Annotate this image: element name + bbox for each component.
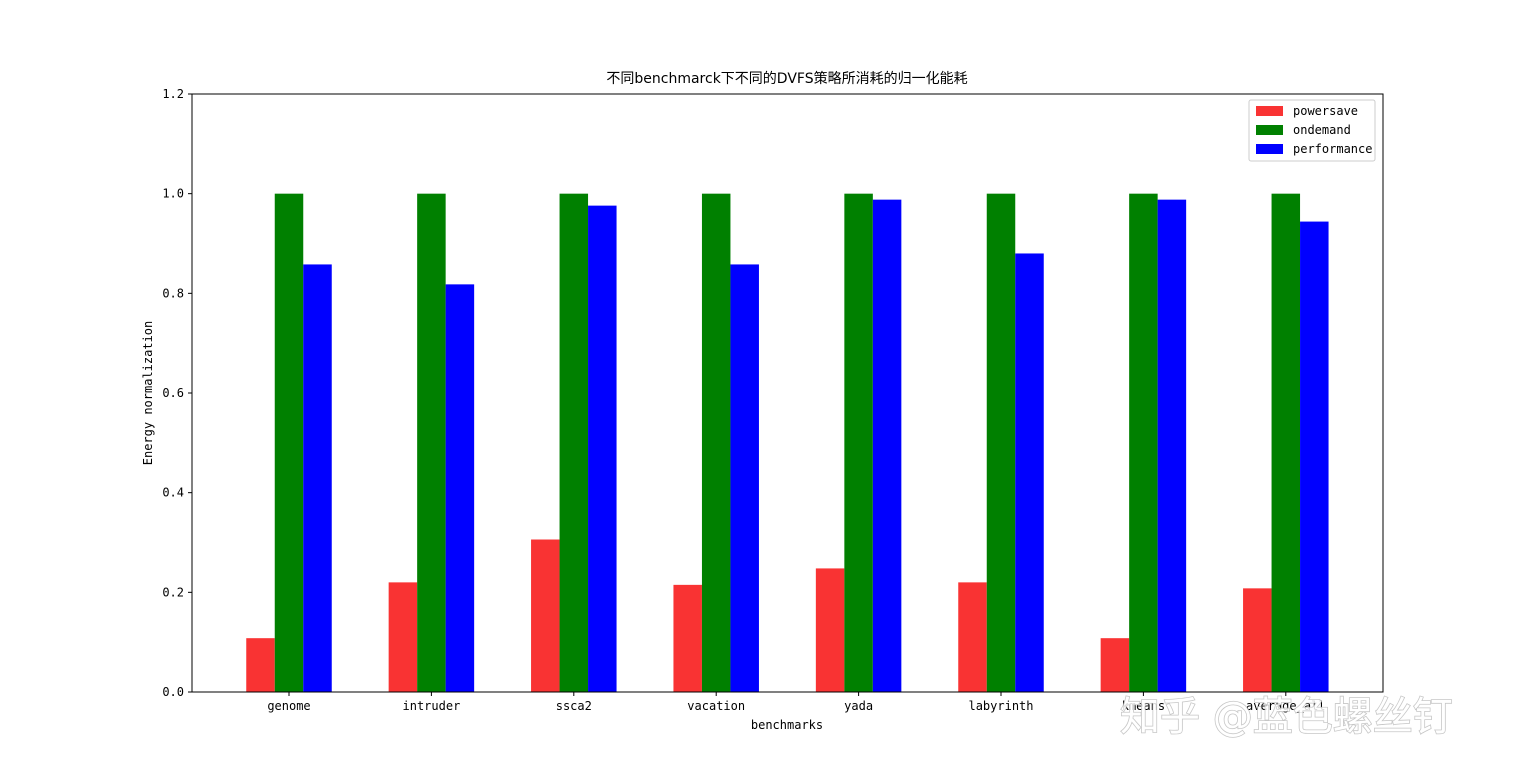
- bar-ondemand-average_all: [1271, 193, 1301, 692]
- x-tick-label-labyrinth: labyrinth: [968, 699, 1033, 713]
- bar-performance-intruder: [445, 284, 475, 692]
- y-tick-label: 0.8: [162, 286, 184, 300]
- y-tick-label: 0.6: [162, 386, 184, 400]
- y-axis: 0.0 0.2 0.4 0.6 0.8 1.0 1.2: [162, 87, 192, 699]
- y-tick-label: 0.0: [162, 685, 184, 699]
- bar-performance-genome: [303, 264, 332, 692]
- bar-ondemand-vacation: [701, 193, 731, 692]
- legend-swatch-powersave: [1256, 106, 1283, 116]
- x-tick-label-genome: genome: [267, 699, 310, 713]
- legend-swatch-ondemand: [1256, 125, 1283, 135]
- bar-powersave-genome: [246, 638, 275, 692]
- bar-powersave-labyrinth: [958, 582, 987, 692]
- bar-powersave-average_all: [1243, 588, 1272, 692]
- x-tick-label-average_all: average_all: [1246, 699, 1325, 713]
- bar-performance-yada: [872, 199, 902, 692]
- bar-ondemand-intruder: [417, 193, 446, 692]
- bar-powersave-kmeans: [1100, 638, 1130, 692]
- y-axis-label: Energy normalization: [141, 321, 155, 466]
- x-tick-label-yada: yada: [844, 699, 873, 713]
- bar-performance-labyrinth: [1015, 253, 1044, 692]
- bar-ondemand-yada: [844, 193, 873, 692]
- bar-performance-average_all: [1300, 221, 1329, 692]
- y-tick-label: 0.4: [162, 486, 184, 500]
- legend-label-ondemand: ondemand: [1293, 123, 1351, 137]
- x-axis: genome intruder ssca2 vacation yada labyrinth…: [267, 692, 1326, 713]
- bar-performance-kmeans: [1157, 199, 1187, 692]
- chart-title: 不同benchmarck下不同的DVFS策略所消耗的归一化能耗: [606, 70, 967, 87]
- watermark: 知乎 @蓝色螺丝钉: [1120, 694, 1453, 740]
- bar-performance-vacation: [730, 264, 759, 692]
- bar-powersave-intruder: [388, 582, 418, 692]
- x-axis-label: benchmarks: [751, 718, 823, 732]
- x-tick-label-ssca2: ssca2: [556, 699, 592, 713]
- bars-group: [246, 193, 1329, 693]
- bar-ondemand-labyrinth: [986, 193, 1016, 692]
- x-tick-label-intruder: intruder: [403, 699, 461, 713]
- x-tick-label-vacation: vacation: [687, 699, 745, 713]
- y-tick-label: 0.2: [162, 585, 184, 599]
- bar-performance-ssca2: [588, 205, 617, 693]
- legend: powersave ondemand performance: [1248, 99, 1376, 162]
- y-tick-label: 1.0: [162, 187, 184, 201]
- bar-ondemand-kmeans: [1129, 193, 1158, 692]
- bar-ondemand-ssca2: [559, 193, 589, 692]
- legend-swatch-performance: [1256, 144, 1283, 154]
- x-tick-label-kmeans: kmeans: [1122, 699, 1165, 713]
- y-tick-label: 1.2: [162, 87, 184, 101]
- bar-powersave-yada: [815, 568, 845, 692]
- bar-powersave-vacation: [673, 584, 702, 692]
- bar-powersave-ssca2: [531, 539, 560, 692]
- bar-ondemand-genome: [274, 193, 304, 692]
- legend-label-powersave: powersave: [1293, 104, 1358, 118]
- legend-label-performance: performance: [1293, 142, 1372, 156]
